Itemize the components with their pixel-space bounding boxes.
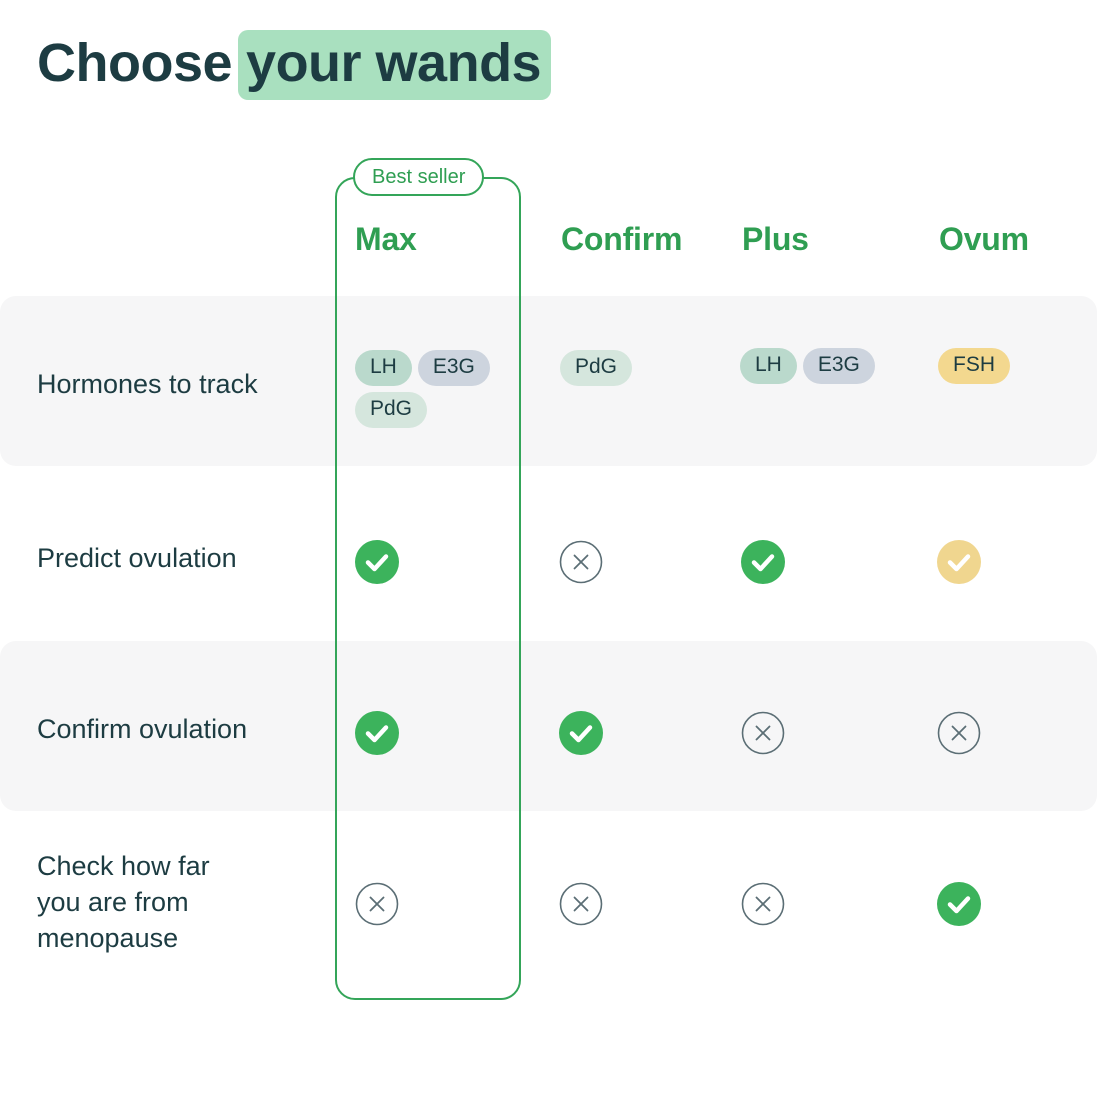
feature-cell	[741, 711, 785, 755]
feature-cell: FSH	[938, 348, 1088, 384]
feature-cell	[355, 711, 399, 755]
feature-cell	[937, 882, 981, 926]
row-label-hormones: Hormones to track	[37, 369, 258, 399]
feature-cell: LH E3G	[740, 348, 940, 384]
check-icon	[741, 540, 785, 584]
feature-cell	[559, 540, 603, 584]
feature-cell	[355, 540, 399, 584]
row-label-predict: Predict ovulation	[37, 543, 237, 573]
hormone-chip-pdg: PdG	[355, 392, 428, 428]
feature-cell	[741, 540, 785, 584]
cross-icon	[559, 540, 603, 584]
check-icon	[355, 711, 399, 755]
column-header-max: Max	[355, 221, 417, 257]
check-icon	[937, 540, 981, 584]
column-header-ovum: Ovum	[939, 221, 1029, 257]
hormone-chip-e3g: E3G	[417, 350, 490, 386]
best-seller-badge: Best seller	[353, 158, 485, 196]
hormone-chip-lh: LH	[355, 350, 412, 386]
feature-cell	[559, 882, 603, 926]
check-icon	[559, 711, 603, 755]
check-icon	[355, 540, 399, 584]
hormone-chip-lh: LH	[740, 348, 797, 384]
feature-cell	[559, 711, 603, 755]
feature-cell	[355, 882, 399, 926]
best-seller-column-outline	[335, 177, 521, 1000]
feature-cell	[741, 882, 785, 926]
check-icon	[937, 882, 981, 926]
row-band-hormones	[0, 296, 1097, 466]
hormone-chip-e3g: E3G	[802, 348, 875, 384]
hormone-chip-pdg: PdG	[560, 350, 633, 386]
column-header-plus: Plus	[742, 221, 809, 257]
page-title: Choose your wands	[37, 28, 552, 100]
row-band-confirm-ovulation	[0, 641, 1097, 811]
row-label-confirm: Confirm ovulation	[37, 714, 248, 744]
cross-icon	[559, 882, 603, 926]
feature-cell: LH E3G PdG	[355, 350, 505, 428]
row-label-menopause: Check how far you are from menopause	[37, 851, 210, 953]
column-header-confirm: Confirm	[561, 221, 683, 257]
hormone-chip-fsh: FSH	[938, 348, 1010, 384]
feature-cell	[937, 711, 981, 755]
page-title-highlight: your wands	[238, 30, 552, 100]
cross-icon	[741, 711, 785, 755]
cross-icon	[741, 882, 785, 926]
cross-icon	[937, 711, 981, 755]
feature-cell: PdG	[560, 350, 710, 386]
cross-icon	[355, 882, 399, 926]
page-title-plain: Choose	[37, 33, 233, 93]
feature-cell	[937, 540, 981, 584]
